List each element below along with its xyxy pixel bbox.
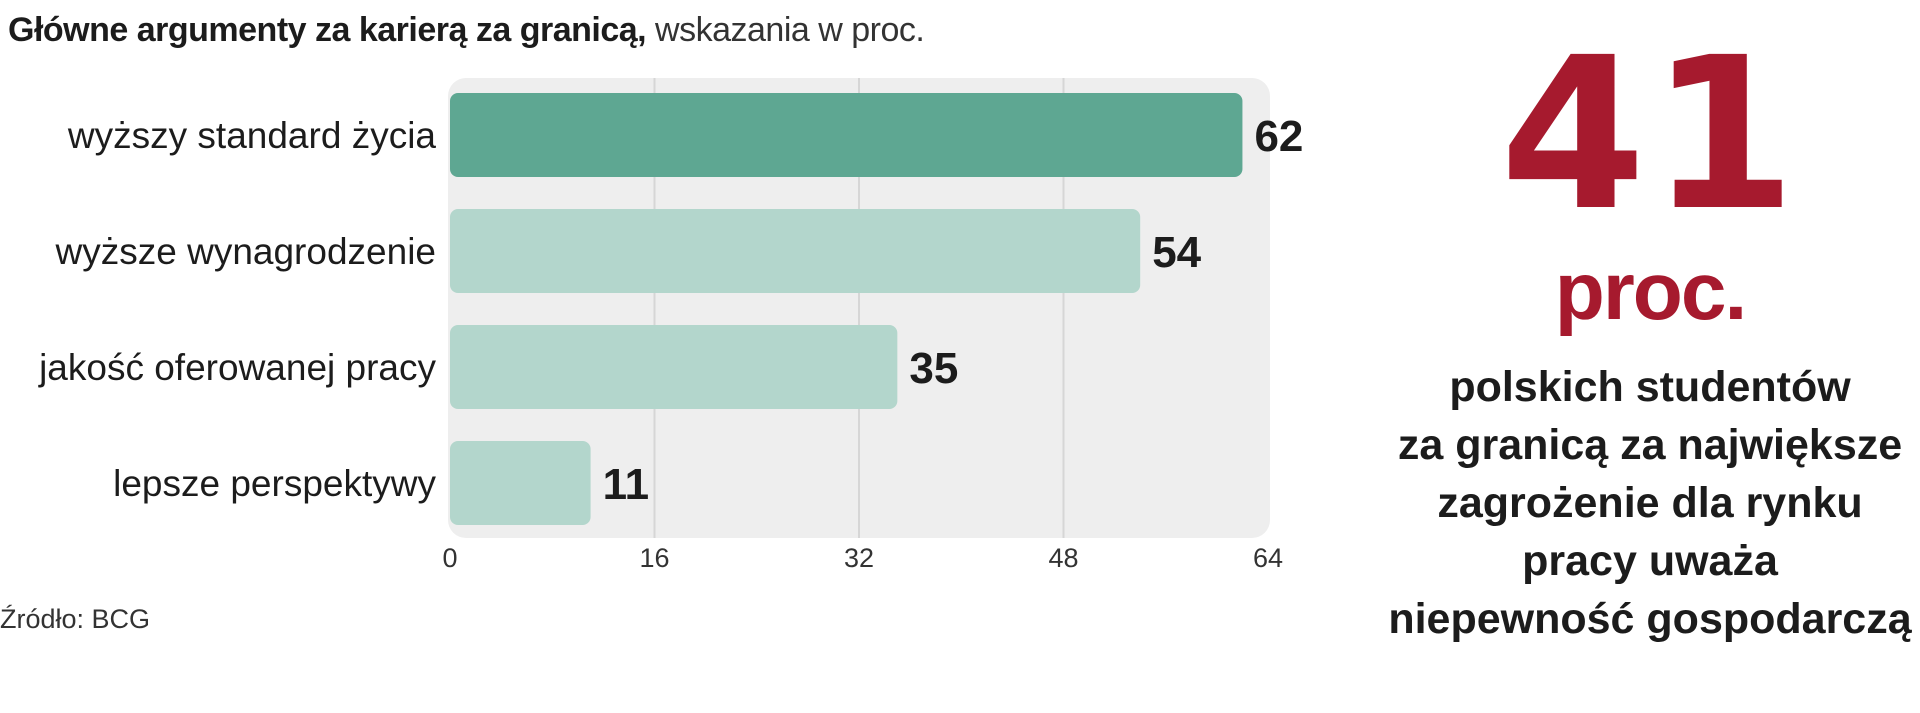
- stat-description: polskich studentów za granicą za najwięks…: [1380, 358, 1920, 648]
- category-label: wyższe wynagrodzenie: [55, 231, 436, 272]
- category-label: wyższy standard życia: [67, 115, 436, 156]
- chart-title-main: Główne argumenty za karierą za granicą,: [8, 11, 647, 49]
- value-label: 54: [1152, 228, 1201, 277]
- stat-description-line: niepewność gospodarczą: [1388, 595, 1912, 643]
- stat-description-line: polskich studentów: [1449, 363, 1851, 411]
- x-tick-label: 48: [1048, 543, 1078, 573]
- value-label: 62: [1254, 112, 1303, 161]
- bar-chart: wyższy standard życia wyższe wynagrodzeni…: [38, 78, 1304, 573]
- stat-unit: proc.: [1554, 246, 1747, 337]
- bar: [450, 441, 591, 525]
- stat-number: 41: [1499, 12, 1801, 257]
- value-label: 11: [603, 460, 650, 509]
- stat-description-line: zagrożenie dla rynku: [1437, 479, 1863, 527]
- source-note: Źródło: BCG: [0, 604, 151, 634]
- bar: [450, 93, 1243, 177]
- x-tick-label: 16: [639, 543, 669, 573]
- stat-description-line: pracy uważa: [1522, 537, 1778, 585]
- x-tick-label: 0: [442, 543, 457, 573]
- value-labels: 62 54 35 11: [603, 112, 1304, 509]
- x-axis-ticks: 0 16 32 48 64: [442, 543, 1283, 573]
- category-labels: wyższy standard życia wyższe wynagrodzeni…: [38, 115, 436, 504]
- category-label: lepsze perspektywy: [113, 463, 436, 504]
- chart-title: Główne argumenty za karierą za granicą, …: [8, 8, 925, 52]
- highlight-stat: 41 proc. polskich studentów za granicą za…: [1380, 30, 1920, 648]
- x-tick-label: 64: [1253, 543, 1283, 573]
- bar: [450, 209, 1141, 293]
- bars: [450, 93, 1243, 525]
- x-tick-label: 32: [844, 543, 874, 573]
- stat-description-line: za granicą za największe: [1397, 421, 1903, 469]
- chart-title-subtitle: wskazania w proc.: [646, 11, 925, 49]
- value-label: 35: [909, 344, 958, 393]
- bar: [450, 325, 898, 409]
- category-label: jakość oferowanej pracy: [38, 347, 436, 388]
